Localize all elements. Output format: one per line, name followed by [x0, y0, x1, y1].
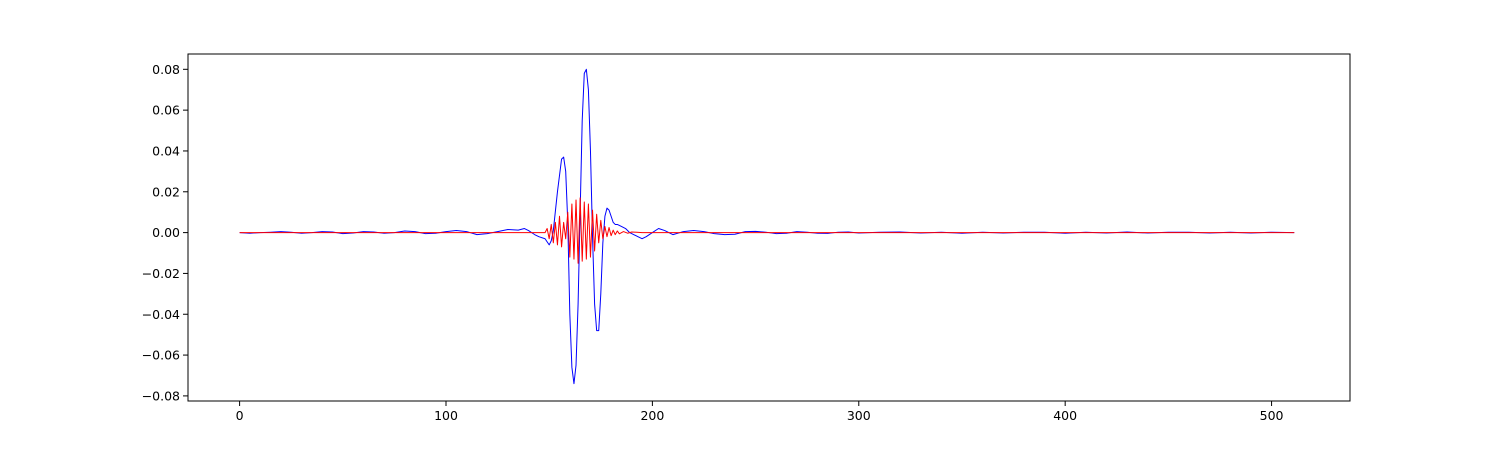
plot-area-frame: [187, 53, 1351, 402]
y-tick-label: −0.04: [142, 307, 180, 322]
x-tick-label: 0: [236, 408, 244, 423]
series-layer: [239, 68, 1295, 385]
series-line-2: [239, 197, 1295, 264]
y-axis: −0.08 −0.06 −0.04 −0.02 0.00 0.02 0.04 0.06 0.08: [142, 62, 188, 403]
y-tick-label: −0.06: [142, 348, 180, 363]
y-tick-label: −0.02: [142, 266, 180, 281]
y-tick-label: 0.02: [152, 184, 180, 199]
y-tick-label: 0.00: [152, 225, 180, 240]
x-tick-label: 400: [1053, 408, 1077, 423]
x-tick-label: 300: [847, 408, 871, 423]
y-tick-label: 0.06: [152, 103, 180, 118]
x-tick-label: 100: [434, 408, 458, 423]
series-line-1: [239, 68, 1295, 385]
y-tick-label: 0.08: [152, 62, 180, 77]
x-tick-label: 200: [640, 408, 664, 423]
y-tick-label: −0.08: [142, 388, 180, 403]
x-tick-label: 500: [1260, 408, 1284, 423]
y-tick-label: 0.04: [152, 143, 180, 158]
x-axis: 0 100 200 300 400 500: [236, 401, 1284, 423]
